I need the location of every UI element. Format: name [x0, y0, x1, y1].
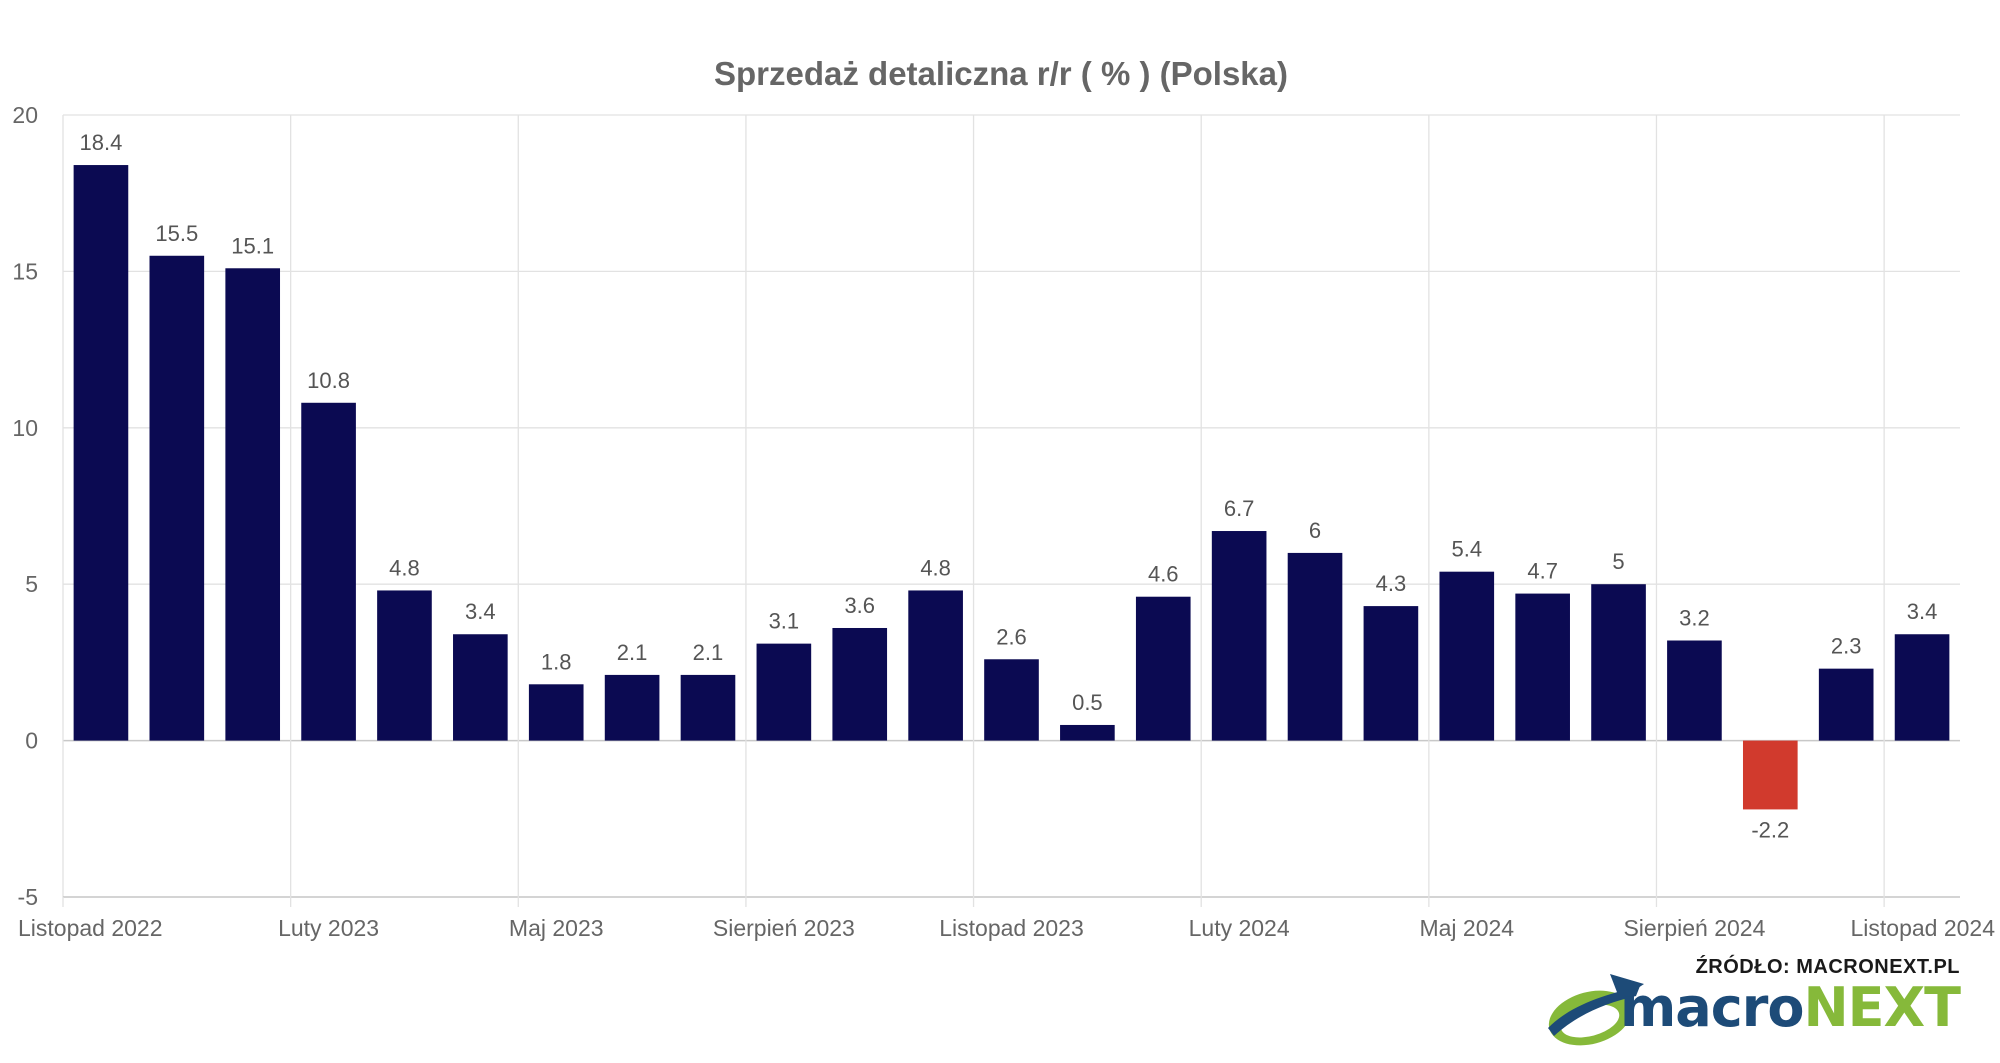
x-tick-label: Listopad 2023: [939, 915, 1084, 941]
y-axis-ticks: 20 15 10 5 0 -5: [12, 102, 38, 910]
x-tick-label: Luty 2024: [1189, 915, 1290, 941]
data-label: 5: [1612, 549, 1624, 574]
data-label: 3.4: [465, 599, 496, 624]
data-label: 0.5: [1072, 690, 1103, 715]
x-tick-label: Luty 2023: [278, 915, 379, 941]
data-label: 4.3: [1376, 571, 1407, 596]
bar: [1818, 668, 1874, 741]
data-label: 6.7: [1224, 496, 1255, 521]
macronext-logo: macroNEXT: [1619, 976, 1961, 1039]
data-label: 2.3: [1831, 634, 1862, 659]
data-label: 10.8: [307, 368, 350, 393]
bar: [453, 634, 508, 741]
data-label: 6: [1309, 518, 1321, 543]
macronext-logo-icon: [1548, 974, 1644, 1046]
logo-next-text: NEXT: [1803, 976, 1961, 1039]
x-tick-label: Listopad 2024: [1850, 915, 1995, 941]
data-label: 2.1: [693, 640, 724, 665]
bar: [149, 255, 205, 741]
data-label: 3.2: [1679, 606, 1710, 631]
bar: [1211, 531, 1267, 741]
data-label: 3.4: [1907, 599, 1938, 624]
bar: [73, 165, 129, 741]
data-label: 4.7: [1527, 559, 1558, 584]
bars: [73, 165, 1950, 810]
y-tick-label: 15: [12, 258, 38, 284]
data-label: 4.8: [389, 555, 420, 580]
data-label: 2.1: [617, 640, 648, 665]
data-label: 15.1: [231, 233, 274, 258]
bar: [756, 643, 812, 741]
data-labels: 18.4 15.5 15.1 10.8 4.8 3.4 1.8 2.1 2.1 3.1 3.6 4.8…: [80, 130, 1938, 842]
logo-macro-text: macro: [1619, 976, 1804, 1039]
x-tick-label: Maj 2023: [509, 915, 604, 941]
bar: [1515, 593, 1570, 741]
bar: [1667, 640, 1722, 741]
bar: [832, 627, 888, 741]
bar: [1591, 584, 1646, 741]
x-tick-label: Listopad 2022: [18, 915, 163, 941]
y-tick-label: -5: [18, 884, 38, 910]
y-tick-label: 5: [25, 571, 38, 597]
bar: [908, 590, 963, 741]
bar: [528, 684, 584, 741]
bar: [680, 674, 736, 741]
data-label: 15.5: [155, 221, 198, 246]
bar: [301, 402, 356, 741]
bar: [225, 268, 281, 741]
bar: [1439, 571, 1495, 741]
data-label: 3.6: [844, 593, 875, 618]
y-tick-label: 0: [25, 728, 38, 754]
x-tick-label: Maj 2024: [1419, 915, 1514, 941]
x-axis-ticks: Listopad 2022 Luty 2023 Maj 2023 Sierpień 2…: [18, 915, 1995, 941]
bar: [377, 590, 432, 741]
x-tick-label: Sierpień 2023: [713, 915, 855, 941]
bar: [984, 659, 1039, 741]
data-label: 18.4: [80, 130, 123, 155]
x-tick-label: Sierpień 2024: [1623, 915, 1765, 941]
data-label: 1.8: [541, 649, 572, 674]
bar: [1287, 552, 1343, 741]
bar: [1135, 596, 1191, 741]
bar: [1060, 724, 1115, 741]
data-label: 3.1: [769, 609, 800, 634]
y-tick-label: 10: [12, 415, 38, 441]
data-label: 4.8: [920, 555, 951, 580]
bar: [604, 674, 660, 741]
bar-negative: [1742, 740, 1798, 810]
source-note: ŹRÓDŁO: MACRONEXT.PL: [1695, 956, 1960, 978]
bar: [1363, 606, 1419, 741]
data-label: -2.2: [1751, 817, 1789, 842]
bar: [1894, 634, 1950, 741]
data-label: 2.6: [996, 624, 1027, 649]
source-branding: ŹRÓDŁO: MACRONEXT.PL macroNEXT: [1540, 956, 1961, 1056]
data-label: 5.4: [1451, 537, 1482, 562]
data-label: 4.6: [1148, 562, 1179, 587]
chart-title: Sprzedaż detaliczna r/r ( % ) (Polska): [714, 55, 1288, 92]
y-tick-label: 20: [12, 102, 38, 128]
